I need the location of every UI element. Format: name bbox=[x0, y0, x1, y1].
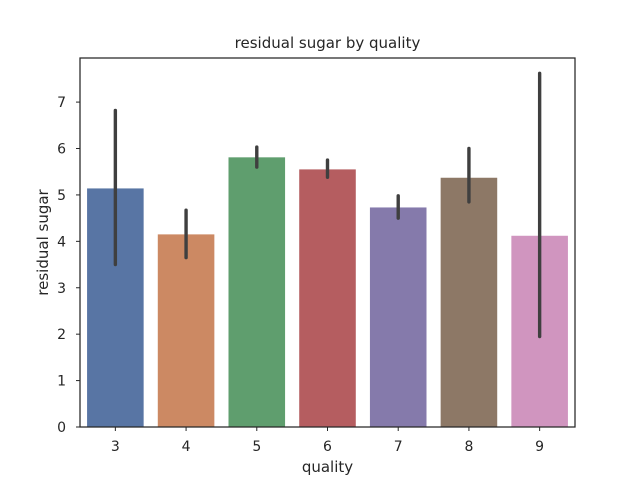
y-tick-label: 5 bbox=[57, 188, 66, 204]
y-ticks-layer: 0 1 2 3 4 5 6 7 bbox=[57, 95, 80, 436]
bar-quality-5 bbox=[228, 157, 286, 427]
bar-quality-4 bbox=[157, 234, 215, 427]
bar-quality-6 bbox=[299, 169, 356, 427]
y-axis-label: residual sugar bbox=[34, 188, 52, 295]
y-tick-label: 6 bbox=[57, 142, 66, 158]
y-tick-label: 7 bbox=[57, 95, 66, 111]
x-tick-label: 4 bbox=[182, 439, 191, 455]
x-ticks-layer: 3 4 5 6 7 8 9 bbox=[111, 427, 544, 455]
y-tick-label: 1 bbox=[57, 374, 66, 390]
y-tick-label: 2 bbox=[57, 327, 66, 343]
y-tick-label: 3 bbox=[57, 281, 66, 297]
x-axis-label: quality bbox=[302, 458, 353, 476]
error-bars-layer bbox=[113, 71, 542, 339]
x-tick-label: 9 bbox=[535, 439, 544, 455]
x-tick-label: 7 bbox=[394, 439, 403, 455]
bar-quality-8 bbox=[440, 177, 498, 427]
x-tick-label: 3 bbox=[111, 439, 120, 455]
bar-quality-7 bbox=[369, 207, 427, 427]
x-tick-label: 5 bbox=[252, 439, 261, 455]
chart-title: residual sugar by quality bbox=[235, 34, 421, 52]
y-tick-label: 4 bbox=[57, 234, 66, 250]
x-tick-label: 8 bbox=[464, 439, 473, 455]
y-tick-label: 0 bbox=[57, 420, 66, 436]
bars-layer bbox=[87, 157, 568, 427]
x-tick-label: 6 bbox=[323, 439, 332, 455]
